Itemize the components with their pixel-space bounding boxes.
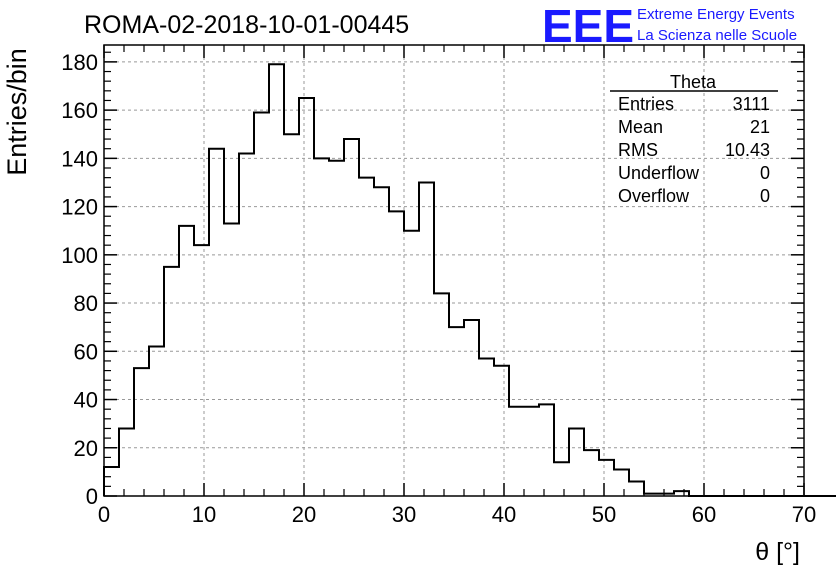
stats-row-value: 21	[750, 117, 770, 137]
histogram-bin	[359, 178, 374, 496]
histogram-bin	[329, 161, 344, 496]
y-tick-label: 60	[74, 339, 98, 364]
histogram-bin	[404, 231, 419, 496]
histogram-bin	[104, 467, 119, 496]
x-tick-label: 30	[392, 502, 416, 527]
x-tick-label: 60	[692, 502, 716, 527]
histogram-bin	[284, 134, 299, 496]
histogram-bin	[449, 327, 464, 496]
y-tick-label: 100	[61, 243, 98, 268]
histogram-steps	[103, 63, 836, 497]
histogram-bin	[224, 223, 239, 496]
histogram-bin	[419, 182, 434, 496]
histogram-bin	[629, 482, 644, 496]
y-tick-label: 120	[61, 195, 98, 220]
y-tick-label: 20	[74, 436, 98, 461]
stats-box: Theta Entries 3111 Mean 21 RMS 10.43 Underflow…	[610, 72, 778, 206]
plot-frame	[103, 44, 805, 497]
histogram-bin	[344, 139, 359, 496]
histogram-bin	[479, 359, 494, 496]
eee-logo: EEE	[542, 0, 634, 52]
stats-row-label: Entries	[618, 94, 674, 114]
histogram-bin	[434, 293, 449, 496]
histogram-bin	[389, 211, 404, 496]
stats-row-label: Overflow	[618, 186, 690, 206]
y-tick-label: 80	[74, 291, 98, 316]
histogram-bin	[299, 98, 314, 496]
histogram-bin	[584, 450, 599, 496]
histogram-bin	[314, 158, 329, 496]
stats-row-label: RMS	[618, 140, 658, 160]
grid-lines	[104, 45, 804, 496]
x-tick-label: 50	[592, 502, 616, 527]
histogram-bin	[524, 407, 539, 496]
stats-row-label: Underflow	[618, 163, 700, 183]
x-tick-label: 40	[492, 502, 516, 527]
stats-row-value: 0	[760, 163, 770, 183]
histogram-bin	[194, 245, 209, 496]
stats-row-value: 10.43	[725, 140, 770, 160]
histogram-bin	[239, 154, 254, 496]
x-tick-label: 70	[792, 502, 816, 527]
histogram-bin	[254, 113, 269, 496]
histogram-bin	[464, 320, 479, 496]
histogram-bin	[539, 404, 554, 496]
plot-title: ROMA-02-2018-10-01-00445	[84, 11, 409, 39]
histogram-bin	[614, 469, 629, 496]
y-tick-label: 140	[61, 146, 98, 171]
stats-rows: Entries 3111 Mean 21 RMS 10.43 Underflow 0 Overf…	[618, 94, 770, 206]
y-tick-label: 0	[86, 484, 98, 509]
histogram-bin	[149, 346, 164, 496]
histogram-bin	[179, 226, 194, 496]
logo-line-1: Extreme Energy Events	[637, 6, 795, 23]
x-tick-label: 0	[98, 502, 110, 527]
y-tick-label: 160	[61, 98, 98, 123]
x-tick-label: 10	[192, 502, 216, 527]
tick-labels: 0 10 20 30 40 50 60 70 0 20 40 60 80 100 120 140 160 180	[61, 50, 816, 527]
histogram-bin	[569, 428, 584, 496]
stats-row-label: Mean	[618, 117, 663, 137]
histogram-bin	[554, 462, 569, 496]
axis-ticks	[103, 45, 805, 497]
histogram-bin	[374, 187, 389, 496]
stats-row-value: 3111	[733, 94, 770, 114]
histogram-bin	[599, 460, 614, 496]
histogram-bin	[509, 407, 524, 496]
x-axis-label: θ [°]	[755, 538, 800, 566]
histogram-outline	[103, 63, 836, 497]
histogram-bin	[119, 428, 134, 496]
logo-line-2: La Scienza nelle Scuole	[637, 27, 797, 44]
y-tick-label: 40	[74, 388, 98, 413]
histogram-bin	[164, 267, 179, 496]
y-axis-label: Entries/bin	[2, 48, 32, 176]
histogram-bin	[269, 64, 284, 496]
histogram-bin	[134, 368, 149, 496]
stats-row-value: 0	[760, 186, 770, 206]
stats-title: Theta	[670, 72, 717, 92]
histogram-bin	[494, 366, 509, 496]
histogram-bin	[209, 149, 224, 496]
x-tick-label: 20	[292, 502, 316, 527]
y-tick-label: 180	[61, 50, 98, 75]
